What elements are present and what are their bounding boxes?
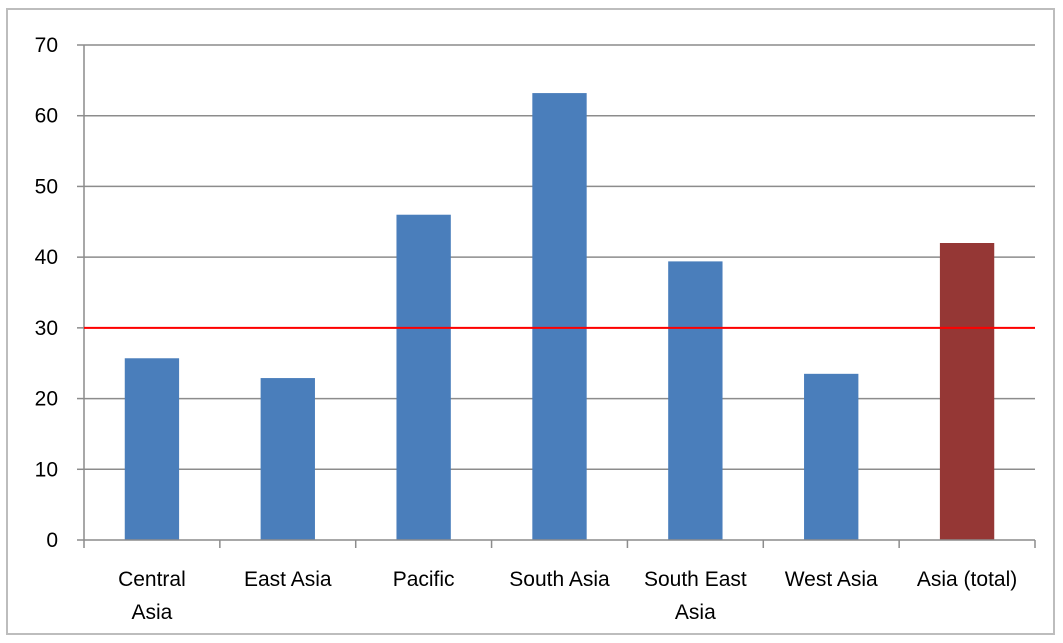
- y-tick-label: 30: [35, 317, 58, 340]
- y-tick-label: 50: [35, 175, 58, 198]
- y-tick-label: 10: [35, 458, 58, 481]
- x-category-label: Pacific: [393, 568, 455, 591]
- x-category-label: West Asia: [785, 568, 878, 591]
- y-tick-label: 60: [35, 105, 58, 128]
- bar: [532, 93, 587, 540]
- x-category-label: Asia: [675, 601, 716, 624]
- bar: [124, 358, 180, 540]
- chart-frame: [6, 8, 1055, 635]
- bar: [939, 243, 995, 540]
- x-category-label: South East: [644, 568, 747, 591]
- x-axis-labels: Central Asia East Asia Pacific South Asia Sou…: [118, 568, 1017, 624]
- x-category-label: South Asia: [509, 568, 610, 591]
- x-category-label: East Asia: [244, 568, 332, 591]
- x-category-label: Asia (total): [917, 568, 1017, 591]
- y-axis-ticks: 0 10 20 30 40 50 60 70: [35, 34, 85, 552]
- y-tick-label: 40: [35, 246, 58, 269]
- y-tick-label: 70: [35, 34, 58, 57]
- x-category-label: Central: [118, 568, 186, 591]
- bars: [124, 93, 995, 540]
- x-category-label: Asia: [131, 601, 172, 624]
- bar: [396, 214, 451, 540]
- y-tick-label: 0: [46, 529, 58, 552]
- x-axis: [83, 539, 1036, 548]
- bar: [260, 378, 315, 540]
- bar: [668, 261, 723, 540]
- y-tick-label: 20: [35, 388, 58, 411]
- bar: [804, 373, 859, 540]
